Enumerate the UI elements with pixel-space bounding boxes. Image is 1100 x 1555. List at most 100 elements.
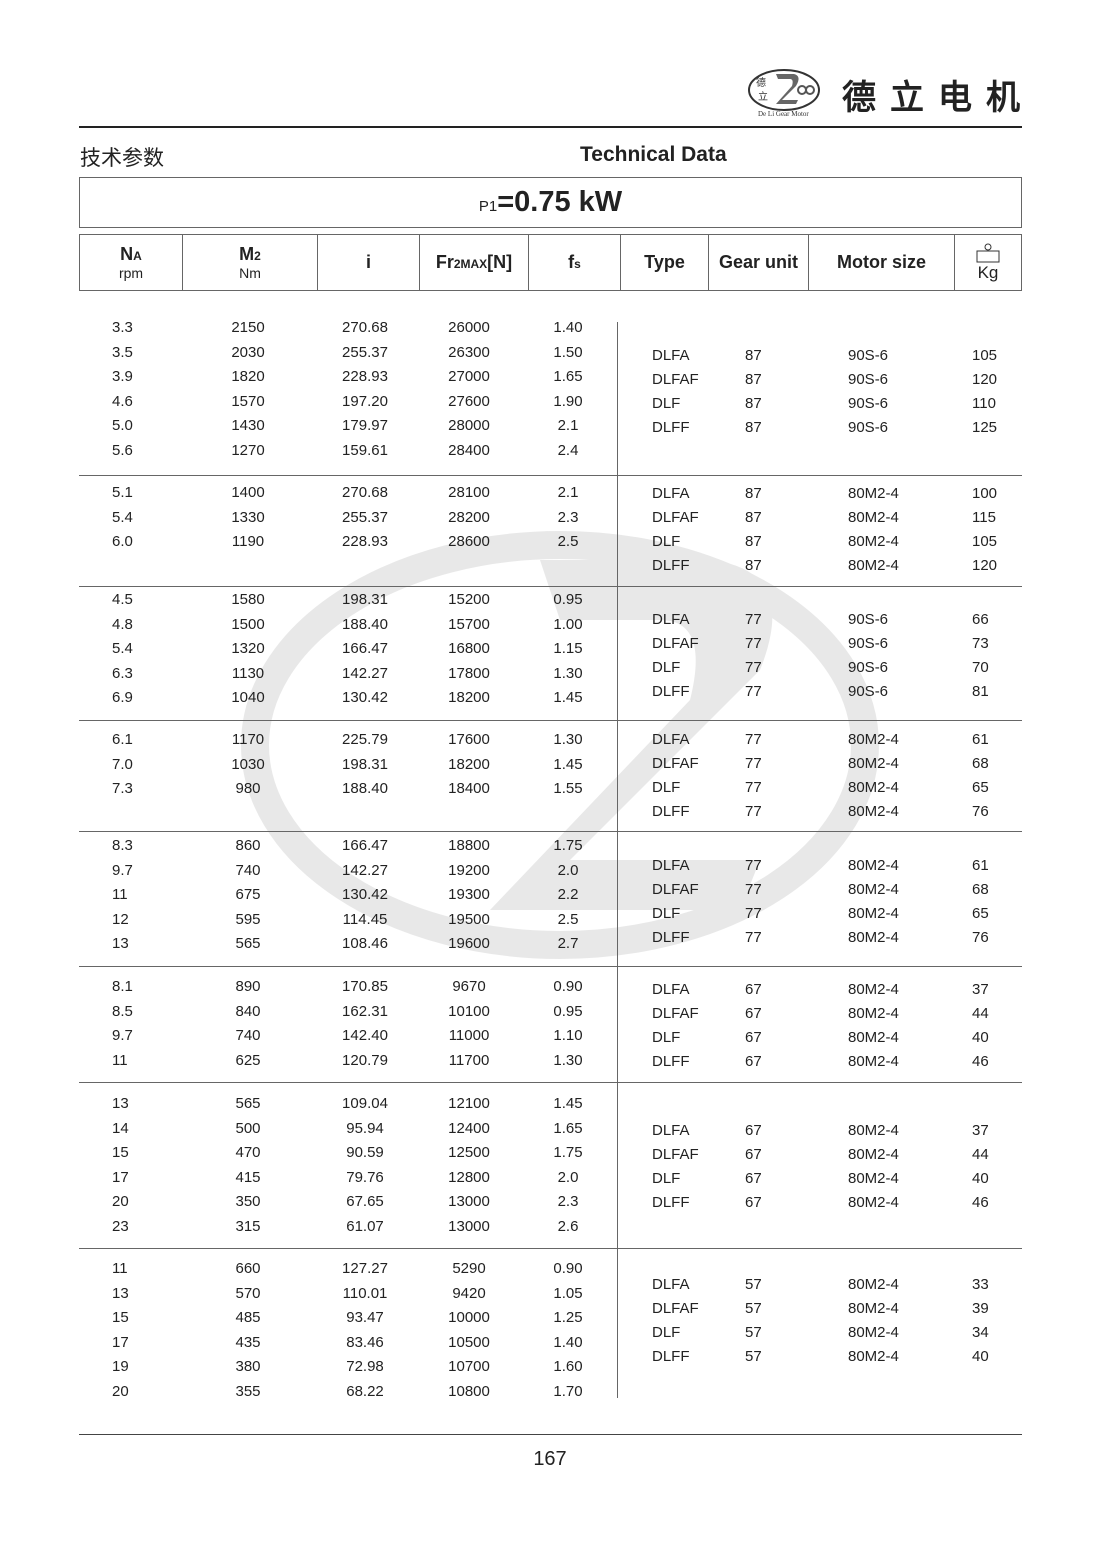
- cell-fs: 1.10: [553, 1027, 583, 1044]
- cell-na: 9.7: [112, 861, 133, 879]
- cell-kg: 73: [972, 635, 989, 652]
- cell-type: DLF: [652, 395, 681, 412]
- col-motor-size: Motor size: [809, 235, 955, 290]
- column-divider: [617, 322, 618, 1398]
- cell-m2: 980: [235, 780, 261, 797]
- power-rating: P1=0.75 kW: [478, 186, 623, 218]
- cell-gear-unit: 87: [745, 347, 762, 364]
- cell-fs: 1.70: [553, 1382, 583, 1400]
- cell-fr2max: 19500: [448, 910, 490, 928]
- cell-fs: 2.3: [557, 508, 579, 526]
- section-title-en: Technical Data: [580, 143, 727, 166]
- cell-fr2max: 28200: [448, 508, 490, 526]
- cell-gear-unit: 57: [745, 1324, 762, 1341]
- cell-fr2max: 18400: [448, 780, 490, 797]
- cell-gear-unit: 87: [745, 395, 762, 412]
- power-rating-box: P1=0.75 kW: [79, 177, 1022, 228]
- cell-motor-size: 80M2-4: [848, 1122, 899, 1139]
- cell-motor-size: 90S-6: [848, 659, 889, 676]
- cell-motor-size: 80M2-4: [848, 1005, 899, 1022]
- svg-text:德: 德: [756, 76, 766, 89]
- cell-kg: 65: [972, 779, 989, 796]
- cell-type: DLFF: [652, 419, 690, 436]
- cell-type: DLFA: [652, 857, 690, 874]
- cell-fr2max: 12400: [448, 1119, 490, 1137]
- cell-fs: 1.45: [553, 689, 583, 706]
- cell-i: 114.45: [342, 910, 388, 928]
- cell-gear-unit: 87: [745, 509, 762, 526]
- cell-kg: 61: [972, 731, 989, 748]
- cell-fr2max: 11700: [448, 1051, 490, 1069]
- cell-motor-size: 80M2-4: [848, 803, 899, 820]
- cell-type: DLFF: [652, 683, 690, 700]
- cell-na: 4.5: [112, 591, 133, 608]
- cell-motor-size: 80M2-4: [848, 857, 899, 874]
- cell-fs: 1.60: [553, 1358, 583, 1375]
- cell-motor-size: 80M2-4: [848, 557, 899, 574]
- cell-m2: 2150: [231, 319, 265, 336]
- cell-m2: 1320: [231, 640, 265, 657]
- cell-na: 7.3: [112, 780, 133, 797]
- cell-type: DLFF: [652, 803, 690, 820]
- cell-motor-size: 80M2-4: [848, 1053, 899, 1070]
- cell-motor-size: 80M2-4: [848, 509, 899, 526]
- cell-gear-unit: 77: [745, 683, 762, 700]
- cell-na: 4.8: [112, 615, 133, 633]
- cell-fs: 2.5: [557, 910, 579, 928]
- cell-motor-size: 90S-6: [848, 395, 889, 412]
- cell-gear-unit: 57: [745, 1276, 762, 1293]
- cell-m2: 740: [235, 861, 261, 879]
- cell-motor-size: 90S-6: [848, 347, 889, 364]
- cell-m2: 1190: [231, 533, 265, 550]
- cell-fr2max: 28600: [448, 533, 490, 550]
- cell-i: 162.31: [342, 1002, 388, 1020]
- cell-fs: 1.75: [553, 1144, 583, 1161]
- cell-gear-unit: 77: [745, 881, 762, 898]
- cell-kg: 76: [972, 803, 989, 820]
- cell-fs: 1.55: [553, 780, 583, 797]
- cell-gear-unit: 67: [745, 1053, 762, 1070]
- cell-na: 13: [112, 1284, 129, 1302]
- cell-gear-unit: 77: [745, 905, 762, 922]
- col-gear-unit: Gear unit: [709, 235, 809, 290]
- cell-i: 197.20: [342, 392, 388, 410]
- cell-na: 11: [112, 886, 128, 903]
- cell-m2: 470: [235, 1144, 261, 1161]
- cell-kg: 39: [972, 1300, 989, 1317]
- cell-i: 255.37: [342, 508, 388, 526]
- cell-na: 13: [112, 1095, 129, 1112]
- cell-fr2max: 17800: [448, 664, 490, 682]
- cell-na: 11: [112, 1260, 128, 1277]
- cell-i: 179.97: [342, 417, 388, 434]
- cell-m2: 1330: [231, 508, 265, 526]
- cell-type: DLF: [652, 1029, 681, 1046]
- cell-m2: 1430: [231, 417, 265, 434]
- cell-fr2max: 10100: [448, 1002, 490, 1020]
- cell-na: 20: [112, 1193, 129, 1210]
- cell-motor-size: 80M2-4: [848, 533, 899, 550]
- cell-m2: 1270: [231, 441, 265, 459]
- cell-kg: 40: [972, 1029, 989, 1046]
- header-divider: [79, 126, 1022, 128]
- cell-motor-size: 80M2-4: [848, 1194, 899, 1211]
- cell-fs: 1.50: [553, 343, 583, 361]
- cell-fs: 2.3: [557, 1193, 579, 1210]
- cell-m2: 1040: [231, 689, 265, 706]
- cell-type: DLF: [652, 779, 681, 796]
- cell-kg: 81: [972, 683, 989, 700]
- cell-kg: 34: [972, 1324, 989, 1341]
- cell-motor-size: 90S-6: [848, 683, 889, 700]
- cell-motor-size: 80M2-4: [848, 981, 899, 998]
- cell-fr2max: 9670: [452, 978, 486, 995]
- cell-na: 15: [112, 1144, 129, 1161]
- cell-na: 13: [112, 935, 129, 952]
- cell-kg: 65: [972, 905, 989, 922]
- cell-na: 3.5: [112, 343, 133, 361]
- cell-m2: 595: [235, 910, 261, 928]
- cell-m2: 660: [235, 1260, 261, 1277]
- group-divider: [79, 966, 1022, 967]
- cell-fs: 2.0: [557, 861, 579, 879]
- cell-i: 120.79: [342, 1051, 388, 1069]
- cell-fr2max: 10500: [448, 1333, 490, 1351]
